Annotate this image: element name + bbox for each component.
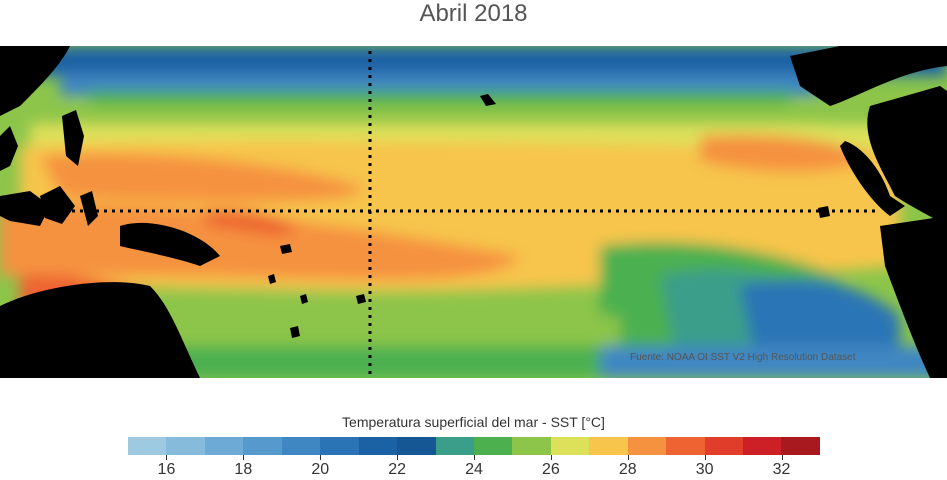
landmass-philippines <box>62 110 84 166</box>
colorbar-tick-label: 30 <box>695 461 714 478</box>
colorbar-segment <box>781 437 820 455</box>
colorbar-segment <box>473 437 513 455</box>
colorbar-tick-label: 22 <box>388 461 407 478</box>
colorbar-tick-label: 24 <box>465 461 483 478</box>
landmass-central-america <box>840 141 905 216</box>
colorbar-segment <box>627 437 667 455</box>
colorbar-segment <box>435 437 474 455</box>
colorbar-segment <box>704 437 743 455</box>
colorbar-segment <box>512 437 551 455</box>
colorbar-segment <box>320 437 359 455</box>
colorbar-tick-label: 26 <box>541 461 560 478</box>
colorbar-segment <box>550 437 590 455</box>
colorbar-segment <box>666 437 705 455</box>
sst-map <box>0 46 947 378</box>
colorbar-tick-mark <box>166 455 168 460</box>
source-note: Fuente: NOAA OI SST V2 High Resolution D… <box>630 352 856 363</box>
colorbar-tick-mark <box>474 455 475 460</box>
colorbar-tick-label: 28 <box>618 461 637 478</box>
landmass-australia <box>0 282 200 378</box>
colorbar-segment <box>166 437 205 455</box>
colorbar-segment <box>128 437 167 455</box>
colorbar-tick-mark <box>704 455 706 460</box>
colorbar-tick-mark <box>320 455 322 460</box>
colorbar-tick-label: 32 <box>772 461 791 478</box>
colorbar-segment <box>397 437 436 455</box>
landmass-indochina <box>0 126 18 171</box>
colorbar-tick-label: 18 <box>234 461 253 478</box>
colorbar-segment <box>243 437 282 455</box>
landmass-asia <box>0 46 70 116</box>
colorbar-segment <box>743 437 782 455</box>
colorbar-tick-label: 16 <box>157 461 176 478</box>
colorbar-segment <box>589 437 628 455</box>
landmass-sumatra <box>0 191 50 226</box>
landmass-borneo <box>40 186 75 224</box>
landmass-caribbean-region <box>867 86 947 226</box>
landmass-south-america <box>880 216 947 378</box>
colorbar-tick-mark <box>243 455 245 460</box>
colorbar <box>128 437 820 455</box>
colorbar-segment <box>281 437 321 455</box>
colorbar-tick-mark <box>781 455 783 460</box>
colorbar-tick-label: 20 <box>311 461 330 478</box>
colorbar-segment <box>204 437 244 455</box>
landmass-sulawesi <box>80 191 98 226</box>
landmass-new-guinea <box>120 222 220 266</box>
colorbar-segment <box>358 437 398 455</box>
colorbar-tick-mark <box>627 455 629 460</box>
land-masses <box>0 46 947 378</box>
map-title: Abril 2018 <box>419 0 528 27</box>
colorbar-ticks: 16 18 20 22 24 26 28 30 32 <box>128 455 820 480</box>
colorbar-tick-mark <box>397 455 399 460</box>
landmass-north-america <box>790 46 947 106</box>
colorbar-tick-mark <box>550 455 552 460</box>
colorbar-label: Temperatura superficial del mar - SST [°… <box>342 414 605 430</box>
